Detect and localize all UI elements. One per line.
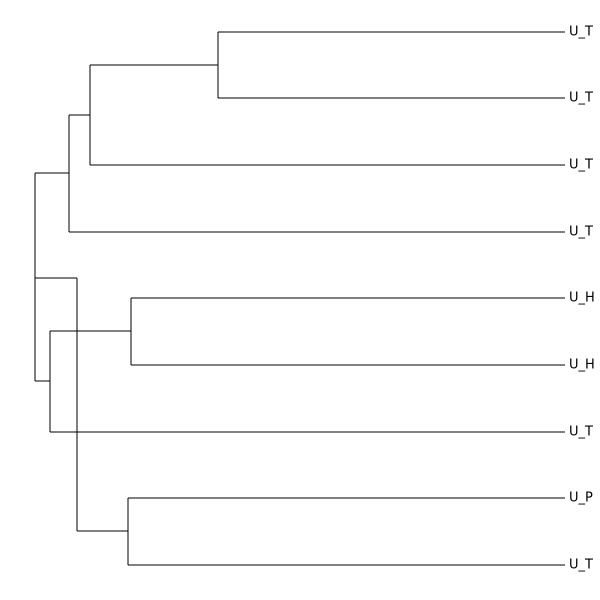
leaf-label: U_T	[569, 25, 593, 40]
branches	[34, 31, 565, 566]
leaf-label: U_H	[569, 358, 595, 373]
leaf-label: U_T	[569, 158, 593, 173]
leaf-label: U_H	[569, 291, 595, 306]
leaf-label: U_T	[569, 225, 593, 240]
leaf-label: U_T	[569, 558, 593, 573]
leaf-label: U_T	[569, 91, 593, 106]
leaf-label: U_T	[569, 425, 593, 440]
leaf-label: U_P	[569, 491, 593, 506]
leaf-labels: U_T U_T U_T U_T U_H U_H U_T U_P U_T	[569, 25, 595, 573]
